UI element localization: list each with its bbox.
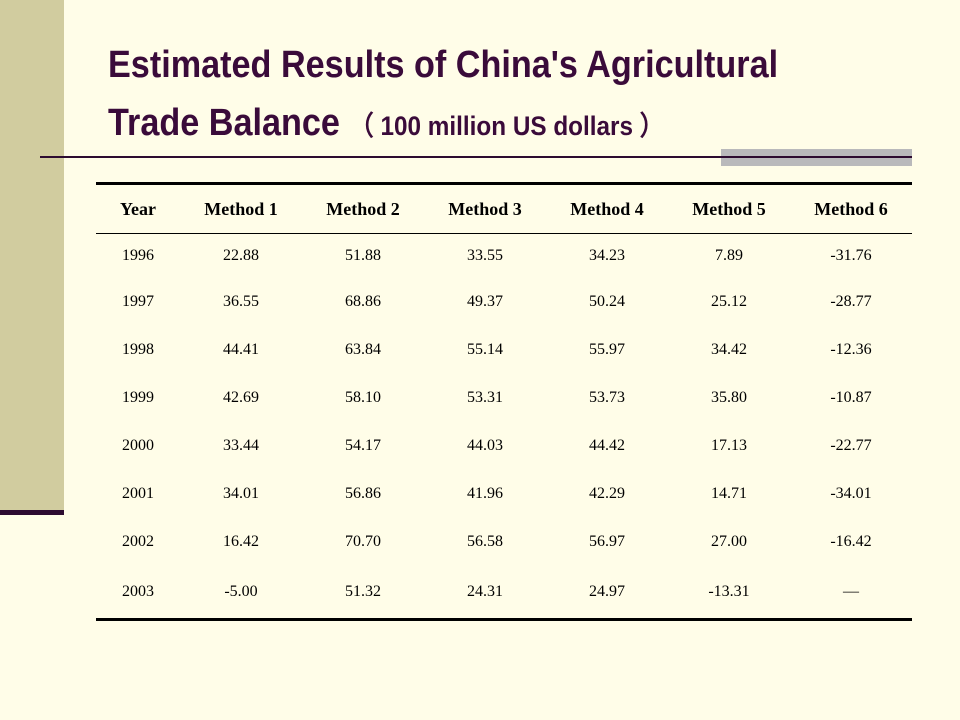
cell-method-5: 27.00	[711, 533, 747, 550]
cell-method-5: -13.31	[708, 583, 750, 600]
cell-method-4: 55.97	[589, 341, 625, 358]
header-method-2: Method 2	[326, 198, 400, 219]
cell-method-5: 14.71	[711, 485, 747, 502]
cell-method-2: 58.10	[345, 389, 381, 406]
cell-year: 1996	[122, 247, 154, 264]
cell-method-6: -31.76	[830, 247, 872, 264]
cell-method-3: 24.31	[467, 583, 503, 600]
header-method-4: Method 4	[570, 198, 644, 219]
table-row: 2003 -5.00 51.32 24.31 24.97 -13.31 —	[96, 566, 912, 620]
cell-method-3: 56.58	[467, 533, 503, 550]
table-body: 1996 22.88 51.88 33.55 34.23 7.89 -31.76…	[96, 234, 912, 620]
cell-method-4: 56.97	[589, 533, 625, 550]
cell-method-3: 33.55	[467, 247, 503, 264]
cell-year: 2002	[122, 533, 154, 550]
results-table: Year Method 1 Method 2 Method 3 Method 4…	[96, 182, 912, 621]
title-line-2: Trade Balance	[108, 102, 340, 144]
cell-method-5: 35.80	[711, 389, 747, 406]
cell-method-5: 7.89	[715, 247, 743, 264]
header-row: Year Method 1 Method 2 Method 3 Method 4…	[96, 183, 912, 234]
cell-method-1: 34.01	[223, 485, 259, 502]
cell-method-4: 53.73	[589, 389, 625, 406]
left-decorative-bar	[0, 0, 64, 510]
cell-method-1: 44.41	[223, 341, 259, 358]
cell-method-3: 49.37	[467, 293, 503, 310]
cell-method-4: 50.24	[589, 293, 625, 310]
cell-method-6: —	[843, 583, 859, 600]
table-row: 1998 44.41 63.84 55.14 55.97 34.42 -12.3…	[96, 326, 912, 374]
results-table-container: Year Method 1 Method 2 Method 3 Method 4…	[96, 182, 912, 621]
cell-method-6: -34.01	[830, 485, 872, 502]
header-method-5: Method 5	[692, 198, 766, 219]
cell-method-3: 55.14	[467, 341, 503, 358]
cell-method-5: 17.13	[711, 437, 747, 454]
header-method-3: Method 3	[448, 198, 522, 219]
cell-method-1: 33.44	[223, 437, 259, 454]
header-year: Year	[120, 198, 156, 219]
cell-method-3: 44.03	[467, 437, 503, 454]
table-row: 2000 33.44 54.17 44.03 44.42 17.13 -22.7…	[96, 422, 912, 470]
cell-method-3: 41.96	[467, 485, 503, 502]
cell-method-6: -10.87	[830, 389, 872, 406]
cell-method-4: 24.97	[589, 583, 625, 600]
cell-method-6: -28.77	[830, 293, 872, 310]
table-row: 1999 42.69 58.10 53.31 53.73 35.80 -10.8…	[96, 374, 912, 422]
cell-method-2: 70.70	[345, 533, 381, 550]
cell-method-6: -12.36	[830, 341, 872, 358]
table-row: 2002 16.42 70.70 56.58 56.97 27.00 -16.4…	[96, 518, 912, 566]
title-accent-line	[721, 156, 912, 158]
cell-method-5: 25.12	[711, 293, 747, 310]
header-method-6: Method 6	[814, 198, 888, 219]
cell-year: 2001	[122, 485, 154, 502]
cell-year: 1998	[122, 341, 154, 358]
cell-method-2: 63.84	[345, 341, 381, 358]
cell-method-5: 34.42	[711, 341, 747, 358]
table-header: Year Method 1 Method 2 Method 3 Method 4…	[96, 183, 912, 234]
cell-method-1: -5.00	[224, 583, 258, 600]
cell-method-1: 42.69	[223, 389, 259, 406]
cell-method-3: 53.31	[467, 389, 503, 406]
cell-method-2: 51.88	[345, 247, 381, 264]
cell-method-2: 51.32	[345, 583, 381, 600]
cell-method-1: 36.55	[223, 293, 259, 310]
cell-method-4: 34.23	[589, 247, 625, 264]
cell-method-6: -22.77	[830, 437, 872, 454]
cell-year: 2003	[122, 583, 154, 600]
cell-year: 1997	[122, 293, 154, 310]
table-row: 1996 22.88 51.88 33.55 34.23 7.89 -31.76	[96, 234, 912, 279]
table-row: 1997 36.55 68.86 49.37 50.24 25.12 -28.7…	[96, 278, 912, 326]
cell-method-6: -16.42	[830, 533, 872, 550]
cell-method-1: 22.88	[223, 247, 259, 264]
title-unit: （ 100 million US dollars ）	[349, 111, 665, 141]
title-line-1: Estimated Results of China's Agricultura…	[108, 44, 779, 86]
cell-method-2: 56.86	[345, 485, 381, 502]
left-bar-underline	[0, 510, 64, 515]
slide-title: Estimated Results of China's Agricultura…	[108, 36, 828, 155]
cell-year: 2000	[122, 437, 154, 454]
cell-method-2: 68.86	[345, 293, 381, 310]
header-method-1: Method 1	[204, 198, 278, 219]
cell-method-1: 16.42	[223, 533, 259, 550]
cell-year: 1999	[122, 389, 154, 406]
cell-method-2: 54.17	[345, 437, 381, 454]
table-row: 2001 34.01 56.86 41.96 42.29 14.71 -34.0…	[96, 470, 912, 518]
cell-method-4: 44.42	[589, 437, 625, 454]
cell-method-4: 42.29	[589, 485, 625, 502]
title-rule-line	[40, 156, 912, 158]
